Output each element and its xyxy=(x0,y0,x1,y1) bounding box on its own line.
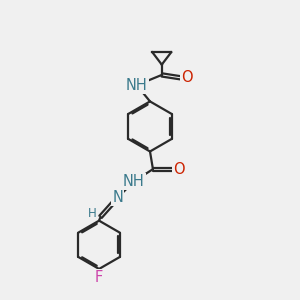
Text: H: H xyxy=(88,207,97,220)
Text: O: O xyxy=(182,70,193,86)
Text: N: N xyxy=(112,190,123,205)
Text: NH: NH xyxy=(123,174,145,189)
Text: F: F xyxy=(95,270,103,285)
Text: NH: NH xyxy=(126,78,148,93)
Text: O: O xyxy=(173,162,184,177)
